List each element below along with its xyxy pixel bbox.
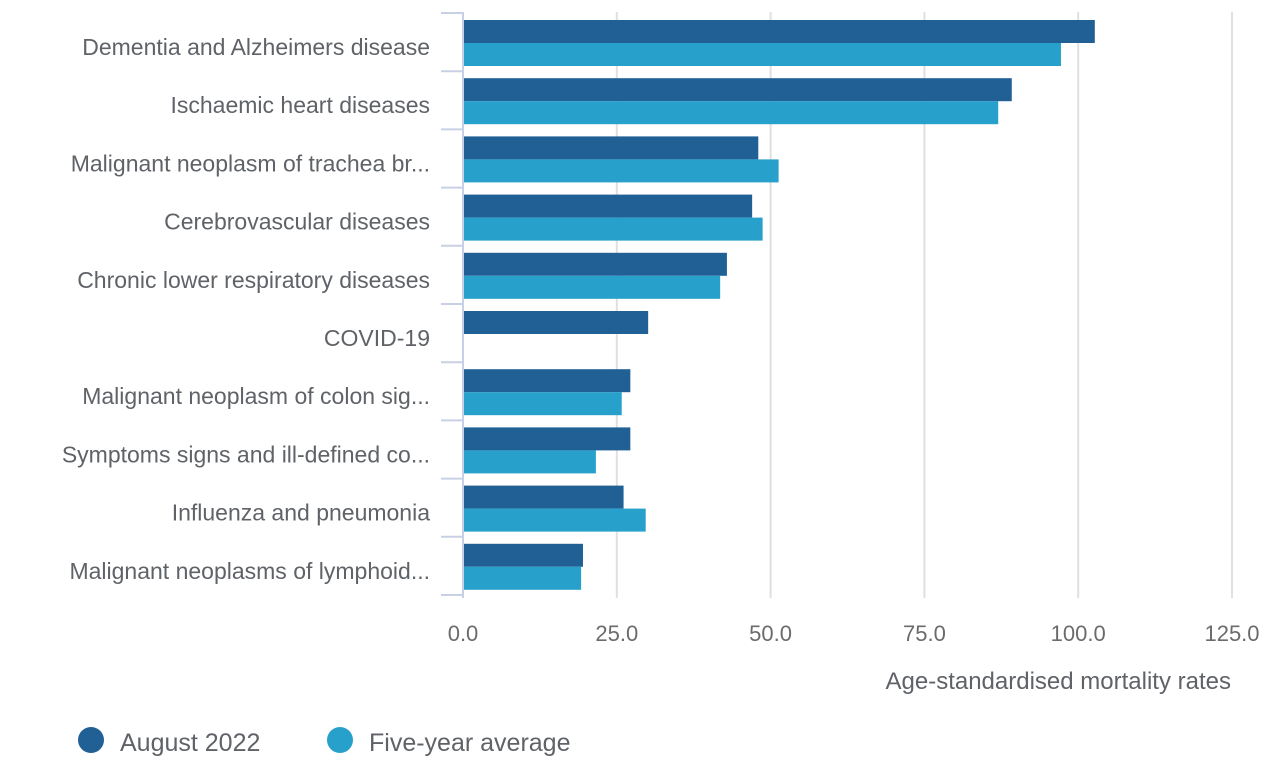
bar-five-year-average[interactable] <box>464 101 999 125</box>
bar-august-2022[interactable] <box>464 311 649 334</box>
bar-five-year-average[interactable] <box>464 43 1061 66</box>
x-tick-label: 0.0 <box>448 621 479 646</box>
bar-five-year-average[interactable] <box>464 566 582 590</box>
bar-august-2022[interactable] <box>464 369 631 393</box>
x-tick-label: 25.0 <box>595 621 638 646</box>
legend-label-five-year-average: Five-year average <box>369 729 570 757</box>
bar-five-year-average[interactable] <box>464 217 763 241</box>
x-tick-label: 125.0 <box>1204 621 1259 646</box>
category-label: Malignant neoplasm of trachea br... <box>71 150 430 176</box>
legend-label-august-2022: August 2022 <box>120 729 260 757</box>
bar-august-2022[interactable] <box>464 194 753 218</box>
bar-august-2022[interactable] <box>464 543 583 567</box>
legend: August 2022 Five-year average <box>78 727 570 757</box>
bar-august-2022[interactable] <box>464 252 727 276</box>
bar-august-2022[interactable] <box>464 136 759 160</box>
bar-august-2022[interactable] <box>464 78 1012 102</box>
category-label: COVID-19 <box>324 325 430 351</box>
bar-august-2022[interactable] <box>464 485 624 509</box>
category-label: Influenza and pneumonia <box>172 500 431 526</box>
x-axis-title: Age-standardised mortality rates <box>886 668 1232 695</box>
x-tick-label: 75.0 <box>903 621 946 646</box>
x-tick-label: 100.0 <box>1051 621 1106 646</box>
legend-marker-five-year-average <box>327 727 353 753</box>
category-label: Malignant neoplasms of lymphoid... <box>69 558 430 584</box>
legend-item-five-year-average[interactable]: Five-year average <box>327 727 570 757</box>
bar-august-2022[interactable] <box>464 427 631 451</box>
bar-five-year-average[interactable] <box>464 275 721 299</box>
category-label: Ischaemic heart diseases <box>170 92 430 118</box>
x-tick-labels: 0.0 25.0 50.0 75.0 100.0 125.0 <box>448 621 1260 646</box>
y-axis <box>441 12 464 598</box>
category-label: Cerebrovascular diseases <box>164 209 430 235</box>
x-tick-label: 50.0 <box>749 621 792 646</box>
legend-marker-august-2022 <box>78 727 104 753</box>
category-labels: Dementia and Alzheimers disease Ischaemic… <box>62 34 430 584</box>
category-label: Dementia and Alzheimers disease <box>82 34 430 60</box>
category-label: Chronic lower respiratory diseases <box>77 267 430 293</box>
bars <box>464 20 1095 590</box>
legend-item-august-2022[interactable]: August 2022 <box>78 727 260 757</box>
category-label: Malignant neoplasm of colon sig... <box>82 383 430 409</box>
bar-five-year-average[interactable] <box>464 392 622 416</box>
category-label: Symptoms signs and ill-defined co... <box>62 441 430 467</box>
bar-five-year-average[interactable] <box>464 450 596 474</box>
bar-five-year-average[interactable] <box>464 508 646 532</box>
bar-august-2022[interactable] <box>464 20 1095 43</box>
bar-five-year-average[interactable] <box>464 159 779 183</box>
